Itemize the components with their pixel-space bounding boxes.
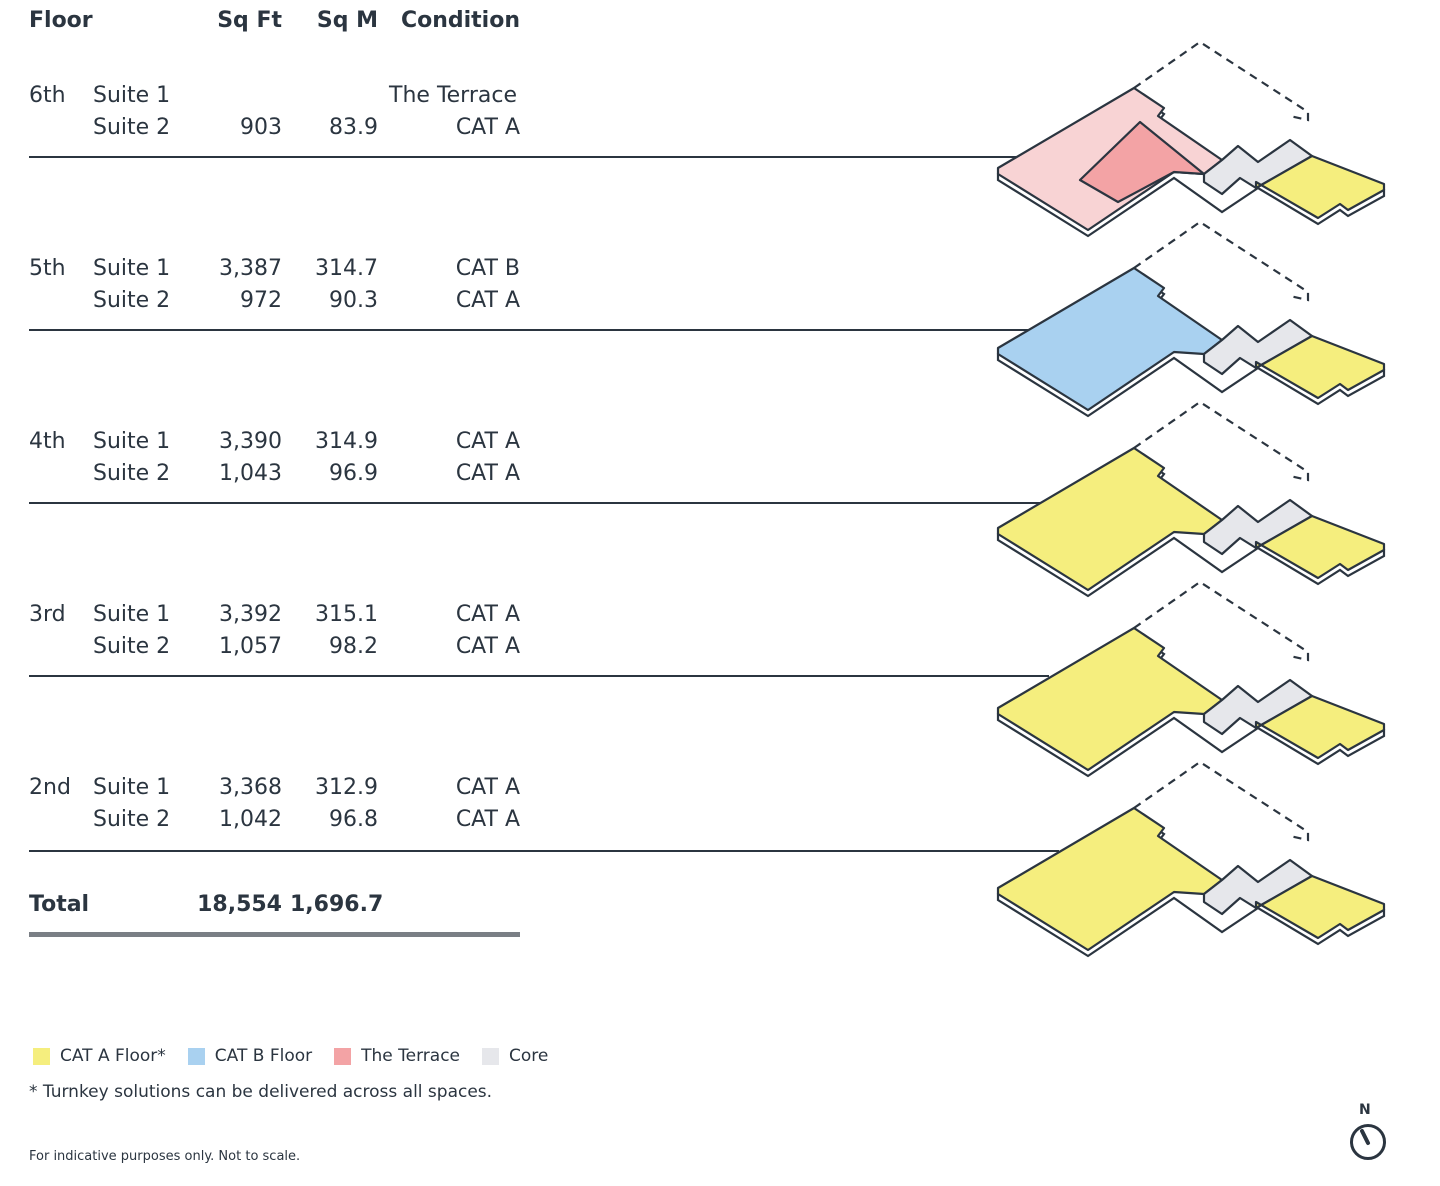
floor-label: 6th: [29, 83, 66, 108]
legend-label: Core: [509, 1046, 549, 1066]
floor-label: 4th: [29, 429, 66, 454]
suite-name: Suite 2: [93, 461, 171, 486]
suite-sqft: 903: [240, 115, 282, 140]
suite-condition: The Terrace: [389, 83, 517, 108]
suite-name: Suite 1: [93, 429, 171, 454]
suite-name: Suite 2: [93, 115, 171, 140]
floor-divider: [29, 850, 1059, 852]
legend: CAT A Floor* CAT B Floor The Terrace Cor…: [33, 1046, 570, 1066]
suite-sqft: 3,390: [219, 429, 282, 454]
floor-plan-5th: [996, 220, 1386, 418]
suite-sqft: 972: [240, 288, 282, 313]
header-sqft: Sq Ft: [217, 8, 282, 33]
suite-name: Suite 1: [93, 602, 171, 627]
floor-plan-4th: [996, 400, 1386, 598]
floor-plan-3rd: [996, 580, 1386, 778]
legend-swatch: [33, 1047, 50, 1065]
suite-condition: CAT A: [455, 429, 520, 454]
stacking-plan-diagram: [996, 40, 1386, 958]
suite-name: Suite 1: [93, 775, 171, 800]
right-wing: [1254, 334, 1386, 400]
suite-name: Suite 1: [93, 256, 171, 281]
terrace-inner: [1078, 120, 1206, 204]
suite-sqft: 3,368: [219, 775, 282, 800]
floor-divider: [29, 502, 1044, 504]
right-wing: [1254, 874, 1386, 940]
total-label: Total: [29, 892, 90, 917]
right-wing: [1254, 694, 1386, 760]
floor-divider: [29, 675, 1049, 677]
suite-sqft: 1,043: [219, 461, 282, 486]
total-divider: [29, 932, 520, 937]
suite-sqm: 314.9: [315, 429, 378, 454]
suite-sqft: 1,042: [219, 807, 282, 832]
legend-swatch: [187, 1047, 205, 1065]
legend-label: The Terrace: [361, 1046, 461, 1066]
floor-plan-6th: [996, 40, 1386, 238]
left-wing-cat-a: [996, 446, 1224, 592]
suite-sqft: 3,387: [219, 256, 282, 281]
suite-sqm: 90.3: [329, 288, 378, 313]
suite-sqm: 83.9: [329, 115, 378, 140]
suite-sqft: 3,392: [219, 602, 282, 627]
legend-item-cat-b: CAT B Floor: [187, 1046, 313, 1066]
suite-sqm: 314.7: [315, 256, 378, 281]
legend-item-terrace: The Terrace: [334, 1046, 460, 1066]
suite-sqm: 312.9: [315, 775, 378, 800]
left-wing-cat-a: [996, 626, 1224, 772]
total-sqft: 18,554: [197, 892, 282, 917]
left-wing-cat-b: [996, 266, 1224, 412]
suite-sqm: 315.1: [315, 602, 378, 627]
legend-item-cat-a: CAT A Floor*: [33, 1046, 166, 1066]
right-wing: [1254, 154, 1386, 220]
floor-divider: [29, 156, 1021, 158]
suite-condition: CAT A: [455, 634, 520, 659]
floor-divider: [29, 329, 1029, 331]
header-floor: Floor: [29, 8, 93, 33]
suite-condition: CAT A: [455, 807, 520, 832]
right-wing: [1254, 514, 1386, 580]
suite-condition: CAT A: [455, 461, 520, 486]
header-condition: Condition: [400, 8, 520, 33]
suite-sqm: 96.9: [329, 461, 378, 486]
legend-label: CAT B Floor: [214, 1046, 313, 1066]
north-label: N: [1359, 1102, 1371, 1118]
legend-swatch: [334, 1047, 352, 1065]
floor-plan-2nd: [996, 760, 1386, 958]
left-wing-cat-a: [996, 806, 1224, 952]
legend-swatch: [482, 1047, 500, 1065]
floor-label: 3rd: [29, 602, 66, 627]
footnote: * Turnkey solutions can be delivered acr…: [29, 1082, 493, 1102]
suite-condition: CAT A: [455, 602, 520, 627]
total-sqm: 1,696.7: [290, 892, 384, 917]
legend-label: CAT A Floor*: [60, 1046, 166, 1066]
suite-name: Suite 1: [93, 83, 171, 108]
suite-condition: CAT A: [455, 115, 520, 140]
floor-label: 2nd: [29, 775, 71, 800]
suite-condition: CAT A: [455, 288, 520, 313]
suite-name: Suite 2: [93, 634, 171, 659]
suite-sqm: 96.8: [329, 807, 378, 832]
header-sqm: Sq M: [316, 8, 378, 33]
disclaimer: For indicative purposes only. Not to sca…: [29, 1149, 301, 1164]
suite-name: Suite 2: [93, 807, 171, 832]
legend-item-core: Core: [482, 1046, 548, 1066]
suite-name: Suite 2: [93, 288, 171, 313]
suite-condition: CAT B: [455, 256, 520, 281]
north-arrow-icon: [1350, 1124, 1386, 1160]
suite-sqm: 98.2: [329, 634, 378, 659]
suite-sqft: 1,057: [219, 634, 282, 659]
floor-label: 5th: [29, 256, 66, 281]
suite-condition: CAT A: [455, 775, 520, 800]
